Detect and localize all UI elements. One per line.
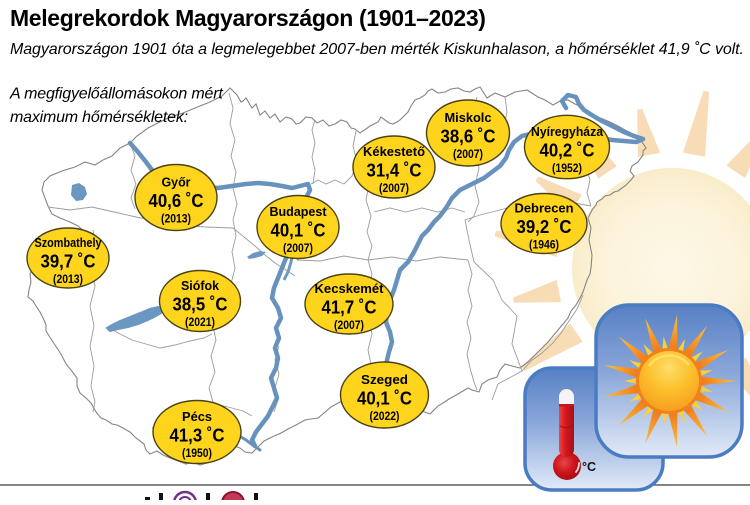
svg-text:40,6 ˚C: 40,6 ˚C	[149, 190, 204, 211]
svg-text:(2007): (2007)	[379, 182, 409, 195]
svg-text:Kékestető: Kékestető	[363, 144, 425, 159]
svg-text:(1950): (1950)	[182, 447, 212, 460]
svg-text:(2021): (2021)	[185, 316, 215, 329]
svg-text:41,7 ˚C: 41,7 ˚C	[322, 297, 377, 318]
svg-text:(1952): (1952)	[552, 162, 582, 175]
svg-text:(2013): (2013)	[53, 273, 83, 286]
svg-text:Szeged: Szeged	[361, 372, 408, 387]
svg-text:39,7 ˚C: 39,7 ˚C	[41, 251, 96, 272]
svg-text:Miskolc: Miskolc	[445, 110, 492, 125]
svg-text:maximum hőmérsékletek:: maximum hőmérsékletek:	[10, 109, 188, 126]
svg-text:40,2 ˚C: 40,2 ˚C	[540, 140, 595, 161]
svg-text:(1946): (1946)	[529, 239, 559, 252]
svg-text:41,3 ˚C: 41,3 ˚C	[170, 425, 225, 446]
svg-text:Budapest: Budapest	[270, 204, 328, 219]
svg-text:(2022): (2022)	[370, 410, 400, 423]
svg-text:39,2 ˚C: 39,2 ˚C	[517, 216, 572, 237]
svg-text:A megfigyelőállomásokon mért: A megfigyelőállomásokon mért	[9, 86, 223, 103]
svg-text:Magyarországon 1901 óta a legm: Magyarországon 1901 óta a legmelegebbet …	[10, 41, 744, 58]
svg-text:40,1 ˚C: 40,1 ˚C	[271, 220, 326, 241]
svg-text:38,6 ˚C: 38,6 ˚C	[441, 126, 496, 147]
svg-text:(2007): (2007)	[334, 319, 364, 332]
svg-text:Szombathely: Szombathely	[35, 235, 103, 250]
svg-text:Kecskemét: Kecskemét	[315, 281, 385, 296]
svg-text:Debrecen: Debrecen	[515, 201, 574, 216]
svg-text:(2007): (2007)	[283, 242, 313, 255]
svg-text:40,1 ˚C: 40,1 ˚C	[357, 388, 412, 409]
svg-text:Nyíregyháza: Nyíregyháza	[531, 124, 604, 139]
svg-text:31,4 ˚C: 31,4 ˚C	[367, 160, 422, 181]
svg-text:Melegrekordok Magyarországon (: Melegrekordok Magyarországon (1901–2023)	[10, 5, 486, 31]
svg-text:Győr: Győr	[162, 175, 191, 190]
svg-text:(2007): (2007)	[453, 148, 483, 161]
svg-text:°C: °C	[582, 460, 596, 474]
svg-text:Siófok: Siófok	[181, 278, 220, 293]
svg-text:Pécs: Pécs	[182, 409, 212, 424]
svg-text:38,5 ˚C: 38,5 ˚C	[173, 294, 228, 315]
svg-text:(2013): (2013)	[161, 213, 191, 226]
